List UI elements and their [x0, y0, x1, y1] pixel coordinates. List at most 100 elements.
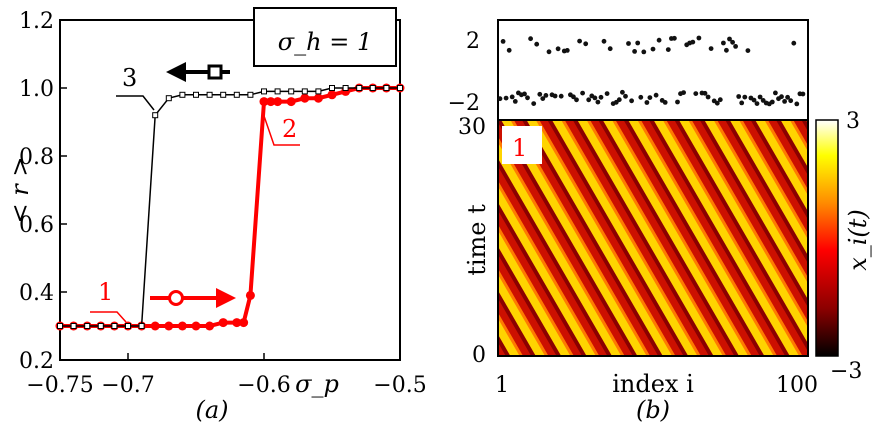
strip-point [724, 47, 729, 53]
strip-point [779, 94, 784, 100]
curve-label-2: 2 [282, 115, 297, 143]
heatmap-ytick-top: 30 [458, 115, 486, 140]
strip-point [739, 100, 745, 106]
strip-point [540, 96, 546, 101]
leader-2 [262, 112, 300, 146]
colorbar-tick-bottom: −3 [830, 359, 862, 384]
strip-point [620, 89, 625, 95]
data-point-series-3 [369, 85, 376, 91]
panel-label-a: (a) [195, 396, 228, 424]
data-point-series-1 [273, 97, 283, 107]
strip-point [638, 94, 644, 100]
curve-label-1: 1 [98, 278, 113, 306]
strip-point [773, 90, 778, 96]
data-point-series-3 [261, 88, 267, 95]
data-point-series-3 [206, 91, 213, 98]
strip-point [656, 37, 662, 43]
forward-arrow-icon [150, 288, 236, 308]
plot-a-frame [59, 19, 401, 361]
data-point-series-1 [259, 97, 269, 107]
strip-point [681, 90, 686, 95]
strip-point [531, 101, 537, 106]
strip-point [714, 100, 720, 106]
data-point-series-3 [356, 85, 363, 91]
strip-point [552, 93, 558, 99]
curve-label-3: 3 [122, 64, 137, 92]
strip-point [574, 97, 579, 103]
strip-point [497, 96, 503, 102]
strip-point [690, 39, 696, 45]
strip-point [601, 38, 607, 44]
data-point-series-1 [266, 97, 276, 107]
data-point-series-3 [138, 323, 145, 329]
strip-point [794, 101, 800, 107]
panel-a: 0.2 0.4 0.6 0.8 1.0 1.2 −0.75 −0.7 −0.6 −0.5 σ_h … [6, 7, 427, 424]
data-point-series-1 [177, 321, 187, 331]
data-point-series-3 [397, 85, 403, 91]
ytick-label: 0.2 [19, 349, 54, 374]
strip-point [598, 94, 604, 100]
data-point-series-3 [57, 323, 63, 329]
ytick-label: 0.8 [19, 145, 54, 170]
strip-point [555, 46, 561, 52]
strip-point [534, 41, 540, 47]
ytick-label: 0.6 [19, 213, 54, 238]
data-point-series-3 [247, 91, 254, 98]
strip-point [616, 97, 622, 103]
heatmap [497, 119, 809, 357]
strip-point [745, 48, 751, 53]
ylabel-b: time t [463, 204, 491, 276]
strip-point [782, 99, 787, 104]
colorbar-label: x_i(t) [844, 209, 872, 271]
xtick-label: −0.7 [101, 373, 154, 398]
strip-point [583, 41, 589, 47]
strip-tick-top: 2 [466, 29, 480, 54]
strip-point [650, 46, 656, 52]
strip-point [595, 99, 601, 105]
strip-point [564, 48, 570, 53]
scatter-strip-points [497, 35, 806, 107]
strip-point [693, 91, 699, 96]
strip-point [506, 47, 512, 53]
strip-point [558, 93, 564, 99]
data-point-series-3 [301, 88, 308, 95]
data-point-series-1 [286, 97, 296, 107]
data-point-series-3 [97, 323, 104, 329]
strip-point [653, 92, 659, 98]
heatmap-xtick-right: 100 [776, 373, 818, 398]
data-point-series-3 [125, 323, 131, 329]
scatter-strip-frame [497, 19, 809, 121]
xtick-label: −0.6 [237, 373, 290, 398]
data-point-series-1 [218, 318, 228, 328]
ytick-label: 1.0 [19, 77, 54, 102]
strip-point [546, 49, 552, 55]
strip-point [632, 49, 637, 54]
strip-point [702, 90, 708, 96]
strip-point [623, 93, 628, 99]
strip-point [788, 98, 794, 104]
leader-1 [90, 311, 127, 323]
data-point-series-3 [288, 88, 295, 95]
leader-3 [116, 95, 155, 111]
strip-point [641, 49, 647, 55]
data-point-series-3 [315, 88, 322, 95]
strip-point [717, 97, 723, 103]
annotation-box [253, 7, 397, 67]
strip-point [592, 95, 598, 101]
strip-point [635, 40, 641, 46]
data-point-series-3 [84, 323, 91, 329]
panel-label-b: (b) [636, 396, 670, 424]
xtick-label: −0.75 [26, 373, 93, 398]
data-point-series-3 [329, 85, 335, 91]
strip-point [647, 95, 653, 100]
data-point-series-3 [179, 91, 186, 98]
panel-b: 2 −2 1 30 0 1 100 inde [448, 19, 872, 424]
strip-point [757, 94, 763, 100]
strip-point [503, 95, 509, 101]
data-point-series-1 [232, 318, 242, 328]
data-point-series-3 [152, 112, 159, 119]
strip-point [512, 99, 518, 104]
data-point-series-1 [150, 321, 160, 331]
strip-point [742, 94, 748, 100]
strip-point [696, 35, 702, 41]
